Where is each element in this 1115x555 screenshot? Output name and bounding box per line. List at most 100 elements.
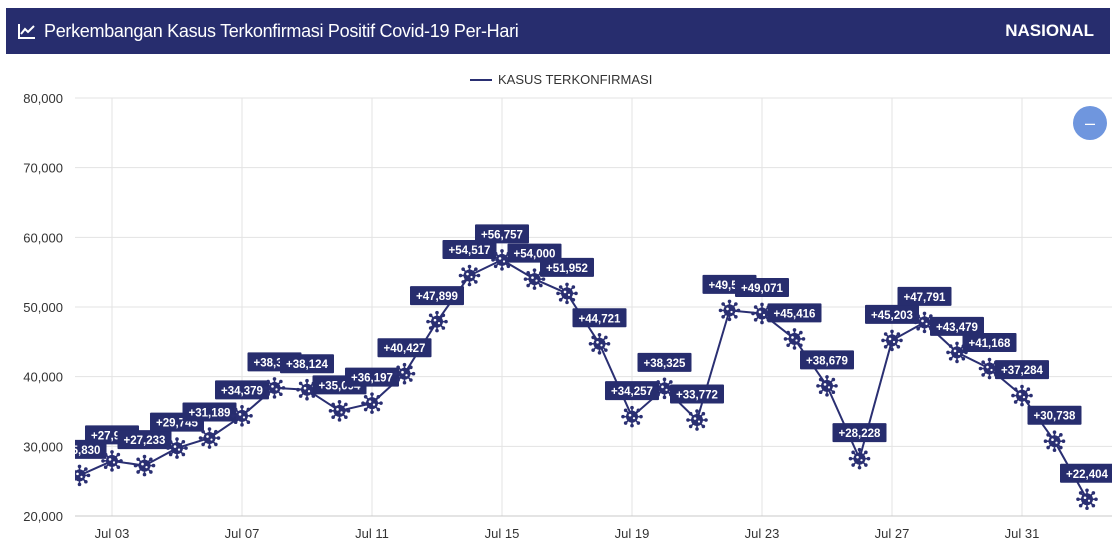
x-tick-label: Jul 15 <box>485 526 520 541</box>
data-point[interactable] <box>881 329 903 352</box>
data-point[interactable] <box>328 400 351 422</box>
svg-text:+34,379: +34,379 <box>221 385 263 397</box>
svg-text:+38,679: +38,679 <box>806 355 848 367</box>
data-label: +47,899 <box>410 286 464 306</box>
data-point[interactable] <box>653 377 676 400</box>
data-label: +43,479 <box>930 316 984 336</box>
zoom-out-button[interactable]: – <box>1073 106 1107 140</box>
data-point[interactable] <box>101 450 123 472</box>
svg-text:+47,899: +47,899 <box>416 291 458 303</box>
data-point[interactable] <box>913 311 936 334</box>
data-point[interactable] <box>36 472 58 494</box>
data-label: +51,952 <box>540 257 594 277</box>
y-tick-label: 70,000 <box>23 161 63 176</box>
data-point[interactable] <box>588 332 611 355</box>
data-label: +28,228 <box>832 423 887 443</box>
header-title-text: Perkembangan Kasus Terkonfirmasi Positif… <box>44 20 519 41</box>
x-tick-label: Jul 03 <box>95 526 130 541</box>
svg-text:+33,772: +33,772 <box>676 390 718 402</box>
data-point[interactable] <box>1076 488 1098 511</box>
data-label: +36,197 <box>345 367 399 387</box>
svg-text:+56,757: +56,757 <box>481 229 523 241</box>
svg-text:+45,416: +45,416 <box>774 308 816 320</box>
chart-area: 20,000 30,000 40,000 50,000 60,000 70,000 80,0… <box>0 60 1115 555</box>
data-label: +45,203 <box>865 304 919 324</box>
y-tick-label: 60,000 <box>23 230 63 245</box>
data-point[interactable] <box>393 362 416 385</box>
data-point[interactable] <box>458 264 481 287</box>
data-point[interactable] <box>946 341 968 364</box>
data-point[interactable] <box>361 392 383 414</box>
svg-text:+40,427: +40,427 <box>384 343 426 355</box>
data-label: +56,757 <box>475 224 529 244</box>
data-label: +47,791 <box>897 286 952 306</box>
data-point[interactable] <box>133 454 156 477</box>
data-point[interactable] <box>816 375 838 397</box>
data-point[interactable] <box>166 437 188 459</box>
svg-text:+22,404: +22,404 <box>1066 469 1108 481</box>
svg-text:+30,738: +30,738 <box>1034 411 1076 423</box>
svg-text:+41,168: +41,168 <box>969 338 1011 350</box>
data-label: +49,071 <box>735 277 789 297</box>
data-label: +34,257 <box>605 381 659 401</box>
data-point[interactable] <box>263 377 286 399</box>
svg-text:+47,791: +47,791 <box>904 292 946 304</box>
data-point[interactable] <box>231 405 253 427</box>
data-label: +33,772 <box>670 384 724 404</box>
chart-legend[interactable]: KASUS TERKONFIRMASI <box>470 72 652 87</box>
svg-text:+38,124: +38,124 <box>286 359 328 371</box>
plot-area: +24,836+25,830+27,913+27,233+29,745+31,1… <box>36 224 1112 511</box>
header-title: Perkembangan Kasus Terkonfirmasi Positif… <box>18 8 519 54</box>
data-label: +38,679 <box>800 350 854 370</box>
data-point[interactable] <box>848 447 871 470</box>
y-tick-label: 30,000 <box>23 439 63 454</box>
data-label: +38,124 <box>280 354 334 374</box>
data-label: +37,284 <box>995 360 1049 380</box>
line-chart-icon <box>18 24 35 39</box>
data-point[interactable] <box>783 328 806 350</box>
data-point[interactable] <box>686 409 708 431</box>
svg-text:+31,189: +31,189 <box>189 408 231 420</box>
svg-text:+38,325: +38,325 <box>644 358 686 370</box>
data-point[interactable] <box>621 405 643 428</box>
data-label: +27,233 <box>117 430 172 450</box>
svg-text:+36,197: +36,197 <box>351 373 393 385</box>
svg-text:+25,830: +25,830 <box>59 445 101 457</box>
svg-text:+44,721: +44,721 <box>579 313 621 325</box>
minus-icon: – <box>1084 112 1095 133</box>
svg-text:+49,071: +49,071 <box>741 283 783 295</box>
svg-text:+43,479: +43,479 <box>936 322 978 334</box>
svg-text:+54,517: +54,517 <box>449 245 491 257</box>
svg-text:+27,233: +27,233 <box>124 435 166 447</box>
data-label: +40,427 <box>377 338 432 358</box>
data-point[interactable] <box>426 310 448 333</box>
y-tick-label: 20,000 <box>23 509 63 524</box>
y-tick-label: 80,000 <box>23 91 63 106</box>
y-tick-label: 50,000 <box>23 300 63 315</box>
data-point[interactable] <box>198 427 221 449</box>
data-point[interactable] <box>556 282 578 305</box>
data-label: +38,325 <box>637 352 692 372</box>
x-tick-label: Jul 07 <box>225 526 260 541</box>
scope-label[interactable]: NASIONAL <box>1005 21 1094 40</box>
x-tick-label: Jul 27 <box>875 526 910 541</box>
data-label: +54,000 <box>507 243 562 263</box>
data-point[interactable] <box>718 299 741 322</box>
svg-text:+34,257: +34,257 <box>611 386 653 398</box>
data-label: +31,189 <box>182 402 237 422</box>
data-point[interactable] <box>69 464 91 487</box>
x-tick-label: Jul 31 <box>1005 526 1040 541</box>
data-label: +30,738 <box>1027 405 1082 425</box>
data-point[interactable] <box>523 268 546 290</box>
svg-text:+45,203: +45,203 <box>871 310 913 322</box>
data-point[interactable] <box>1043 430 1066 452</box>
data-label: +44,721 <box>572 308 627 328</box>
x-tick-label: Jul 11 <box>355 526 389 541</box>
data-point[interactable] <box>296 378 318 401</box>
chart-header: Perkembangan Kasus Terkonfirmasi Positif… <box>6 8 1110 54</box>
data-label: +22,404 <box>1060 463 1112 483</box>
data-point[interactable] <box>1011 384 1033 407</box>
legend-swatch <box>470 78 492 81</box>
svg-text:+51,952: +51,952 <box>546 263 588 275</box>
data-label: +25,830 <box>59 439 107 459</box>
